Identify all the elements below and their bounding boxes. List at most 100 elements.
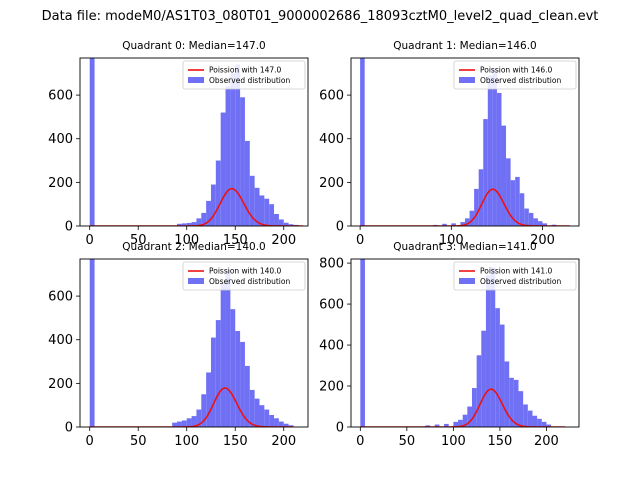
quadrant-1-panel: Quadrant 1: Median=146.0 0 100 200 0 200 400 60… [319,40,580,248]
histogram-bar [509,377,514,427]
histogram-bar [274,214,279,226]
legend-label-poisson: Poission with 146.0 [480,66,553,75]
histogram-bar [269,415,275,427]
histogram-bar [278,219,284,226]
histogram-bar [444,423,449,427]
histogram-bar [210,184,216,226]
panel-title: Quadrant 0: Median=147.0 [122,40,265,52]
histogram-bar [230,73,236,226]
histogram-bar [177,421,182,427]
histogram-bar [230,309,236,427]
legend-label-poisson: Poission with 141.0 [480,267,553,276]
histogram-bar [481,330,486,427]
histogram-bar [483,119,488,226]
histogram-bar [235,331,241,427]
quadrant-3-panel: Quadrant 3: Median=141.0 0 50 100 150 200 0 200… [319,241,580,449]
histogram-bar [360,58,365,226]
x-tick-label: 0 [86,434,94,449]
legend-box [182,261,306,291]
histogram-bar [527,410,533,427]
histogram-bar [499,324,505,427]
histogram-bar [215,320,221,427]
legend-label-observed: Observed distribution [480,277,561,286]
histogram-bar [191,416,197,427]
x-tick-label: 0 [356,233,364,248]
x-tick-label: 200 [271,233,296,248]
histogram-bar [467,406,472,427]
histogram-bar [453,421,459,427]
legend-bar-swatch [188,278,204,284]
histogram-bar [249,389,255,427]
histogram-bar [471,388,477,427]
plot-area [360,58,570,226]
histogram-bar [288,224,294,226]
histogram-bar [532,415,538,427]
histogram-bar [360,259,365,427]
x-tick-label: 200 [271,434,296,449]
plot-area [89,259,294,427]
histogram-bar [465,218,470,226]
histogram-bar [462,414,468,427]
histogram-bar [220,283,226,427]
x-tick-label: 50 [399,434,416,449]
histogram-bar [225,86,231,226]
legend-box [182,60,306,90]
histogram-bar [478,169,484,226]
histogram-bar [496,92,502,226]
histogram-bar [220,112,226,226]
legend-bar-swatch [459,278,475,284]
axes-frame [79,57,309,227]
histogram-bar [259,195,265,226]
y-tick-label: 0 [65,421,73,436]
histogram-bar [492,68,497,226]
histogram-bar [504,361,510,427]
quadrant-0-panel: Quadrant 0: Median=147.0 0 50 100 150 200 0 200… [48,40,309,248]
legend-bar-swatch [459,77,475,83]
x-tick-label: 100 [439,233,464,248]
y-tick-label: 600 [319,89,344,104]
histogram-bar [186,418,192,427]
x-tick-label: 0 [356,434,364,449]
x-tick-label: 200 [534,434,559,449]
histogram-bar [513,379,519,427]
histogram-bar [283,222,289,226]
histogram-bar [254,398,260,427]
y-tick-label: 0 [65,220,73,235]
x-tick-label: 150 [487,434,512,449]
histogram-bar [490,267,496,427]
histogram-bar [206,372,211,427]
y-tick-label: 400 [319,339,344,354]
histogram-bar [541,421,547,427]
histogram-bar [249,175,255,226]
histogram-bar [264,409,270,427]
x-tick-label: 50 [130,434,147,449]
axes-frame [350,258,580,428]
y-tick-label: 200 [319,380,344,395]
histogram-bar [537,221,543,226]
histogram-bar [501,125,507,226]
histogram-bar [215,160,221,226]
histogram-bar [442,223,447,226]
histogram-bar [524,208,529,226]
histogram-bar [546,424,552,427]
histogram-bar [201,394,207,427]
y-tick-label: 0 [336,421,344,436]
histogram-bar [210,337,216,427]
histogram-bar [235,64,241,226]
histogram-bar [425,425,431,427]
histogram-bar [458,419,463,427]
histogram-bar [240,341,245,427]
histogram-bar [264,198,270,226]
histogram-bar [206,200,211,226]
x-tick-label: 100 [174,434,199,449]
histogram-bar [523,404,528,427]
histogram-bar [259,405,265,427]
histogram-bar [542,223,548,226]
histogram-bar [510,180,516,226]
histogram-bar [518,391,524,427]
legend-label-observed: Observed distribution [209,76,290,85]
histogram-bar [177,223,182,226]
